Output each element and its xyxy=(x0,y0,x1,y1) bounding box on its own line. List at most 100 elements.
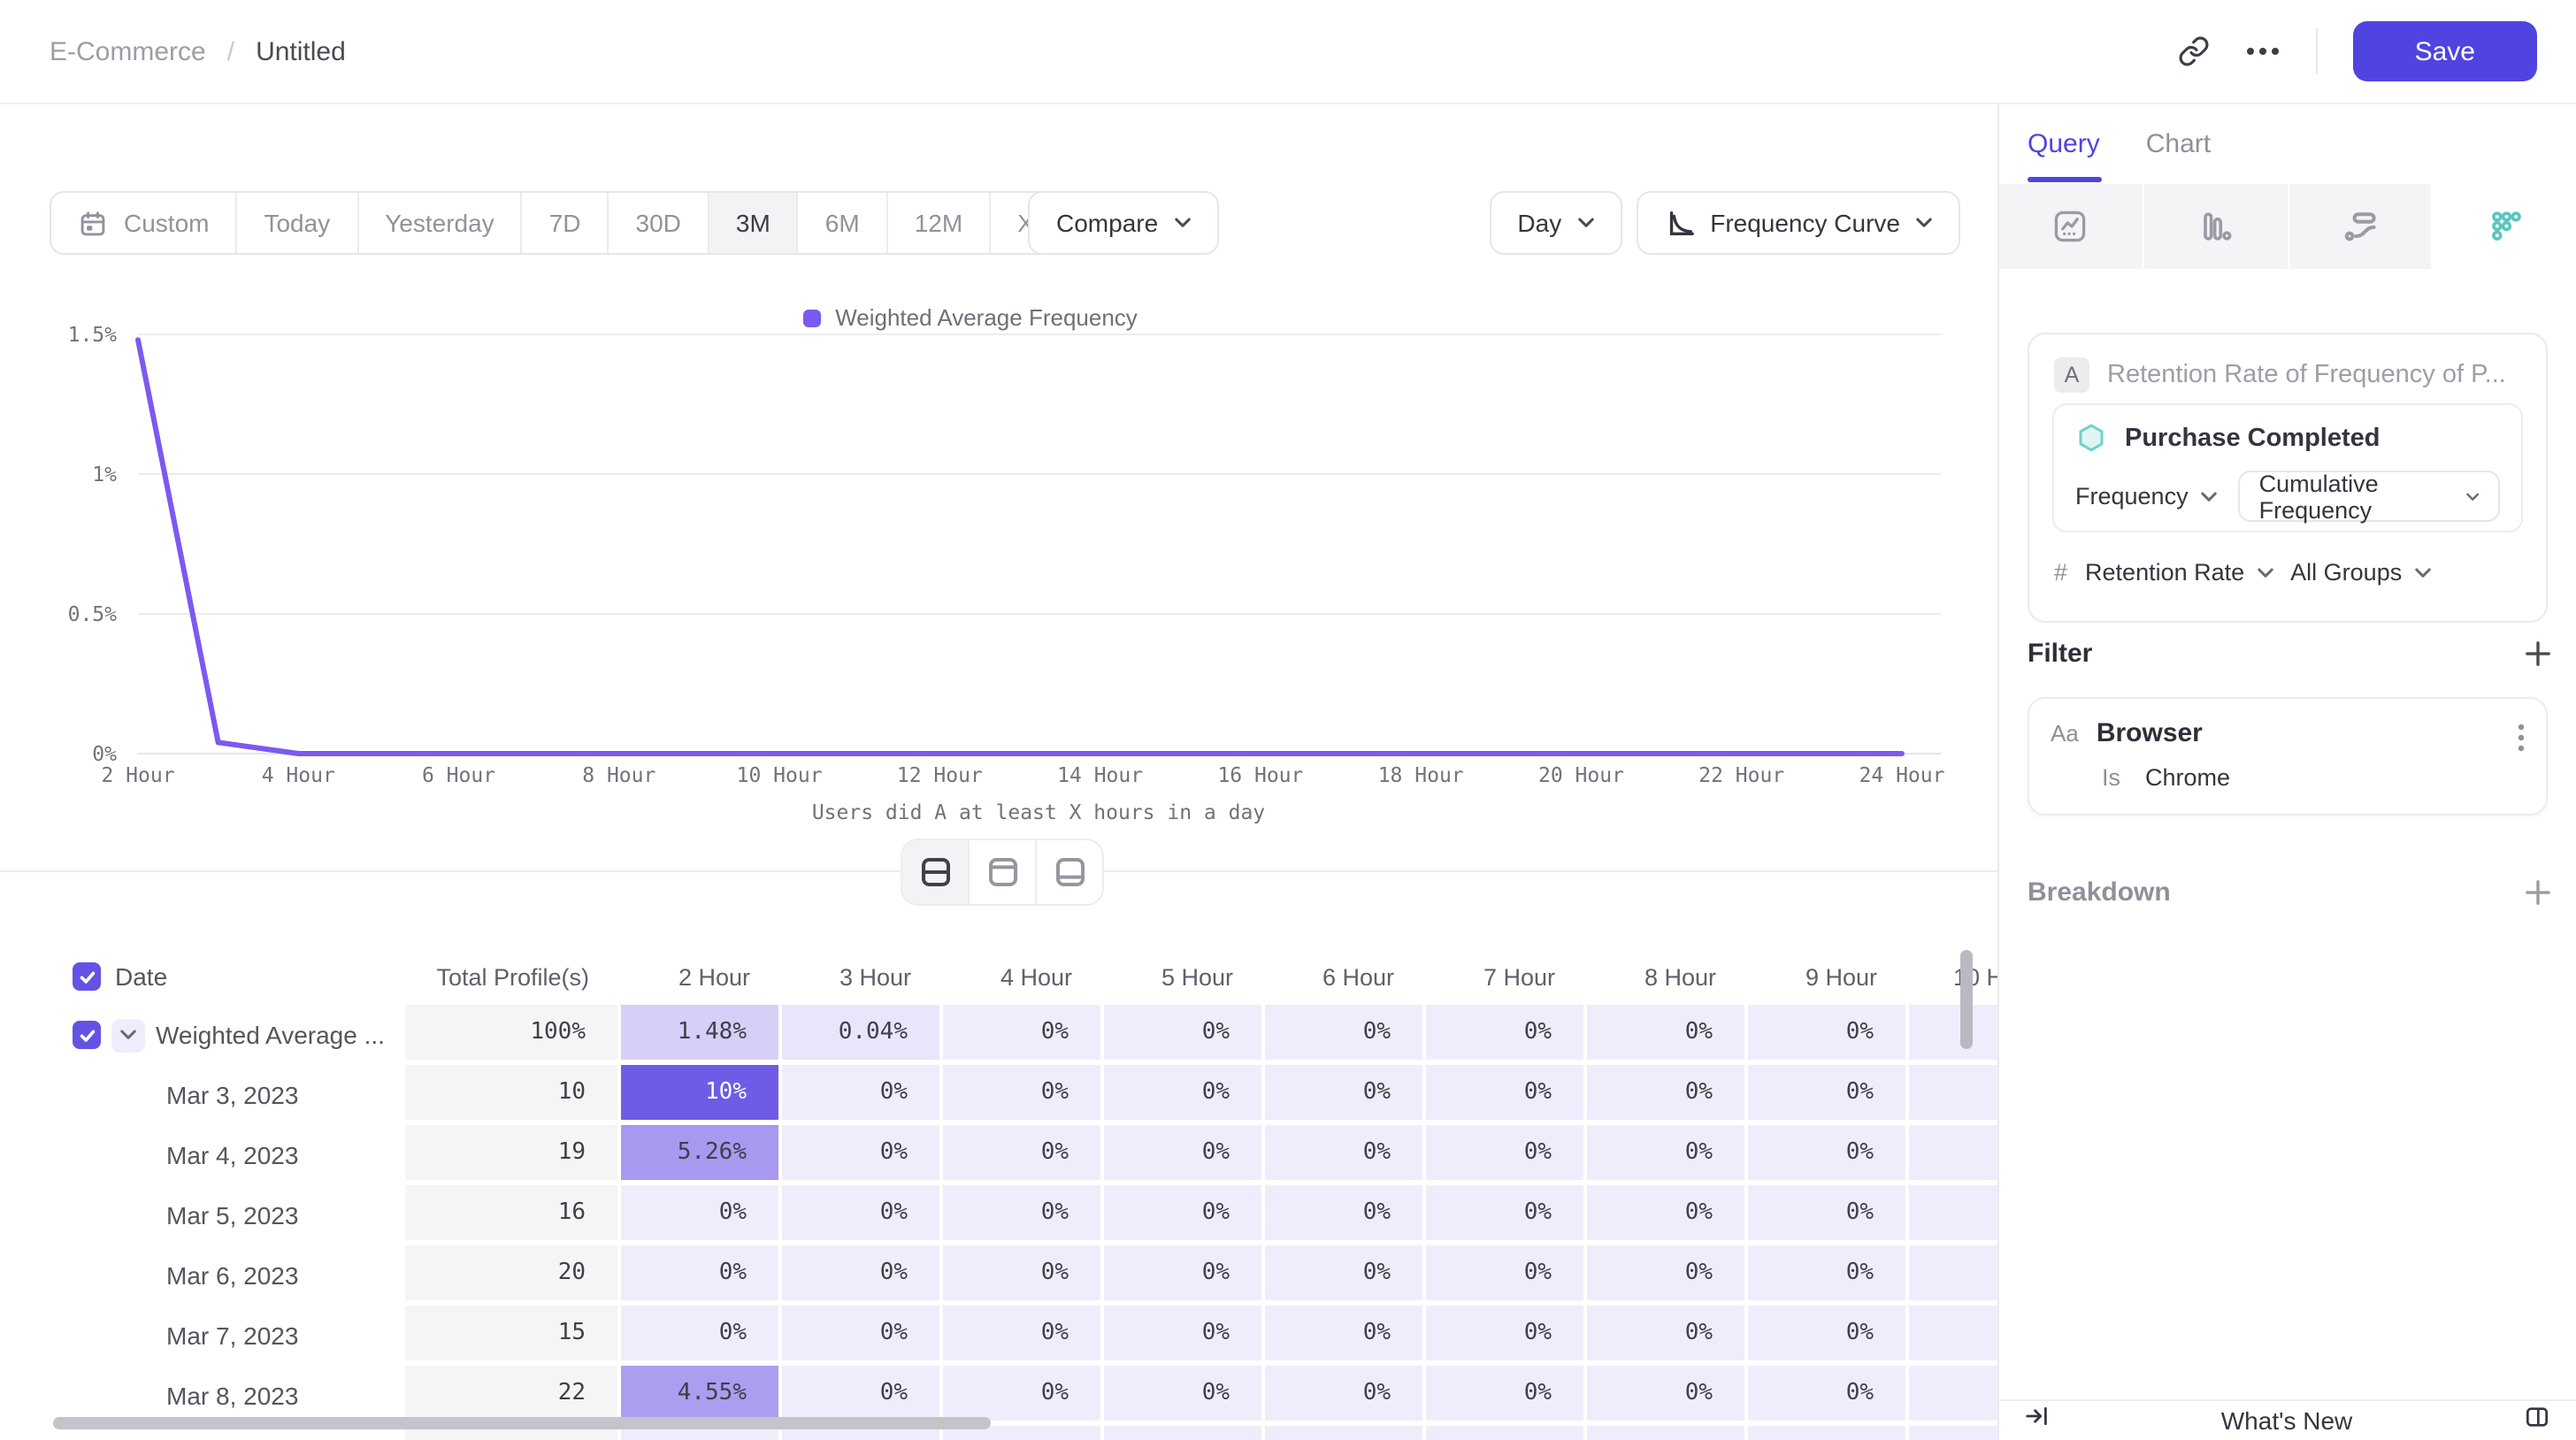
chart-type-button[interactable]: Frequency Curve xyxy=(1636,191,1960,255)
retention-value-cell[interactable]: 0% xyxy=(1426,1366,1587,1421)
retention-value-cell[interactable]: 0% xyxy=(1104,1306,1265,1360)
retention-value-cell[interactable]: 0% xyxy=(1748,1125,1909,1180)
retention-value-cell[interactable] xyxy=(1909,1005,1997,1060)
range-button-custom[interactable]: Custom xyxy=(51,193,238,253)
expand-row-button[interactable] xyxy=(111,1018,145,1052)
retention-value-cell[interactable]: 0% xyxy=(1748,1306,1909,1360)
retention-value-cell[interactable]: 0% xyxy=(782,1245,943,1300)
event-card[interactable]: Purchase Completed Frequency Cumulative … xyxy=(2052,403,2523,532)
retention-value-cell[interactable] xyxy=(1909,1125,1997,1180)
filter-property-name[interactable]: Browser xyxy=(2096,718,2203,748)
tab-chart[interactable]: Chart xyxy=(2145,129,2212,159)
flows-icon[interactable] xyxy=(2288,184,2434,269)
event-name[interactable]: Purchase Completed xyxy=(2125,425,2380,453)
range-button-7d[interactable]: 7D xyxy=(523,193,610,253)
breadcrumb-project[interactable]: E-Commerce xyxy=(50,36,206,66)
retention-value-cell[interactable] xyxy=(1909,1366,1997,1421)
groups-dropdown[interactable]: All Groups xyxy=(2290,559,2430,586)
retention-value-cell[interactable]: 0% xyxy=(1587,1366,1748,1421)
vertical-scrollbar[interactable] xyxy=(1960,950,1973,1049)
retention-value-cell[interactable]: 0% xyxy=(782,1306,943,1360)
retention-value-cell[interactable]: 0% xyxy=(1265,1245,1426,1300)
frequency-dropdown[interactable]: Frequency xyxy=(2075,483,2217,509)
granularity-button[interactable]: Day xyxy=(1489,191,1622,255)
retention-value-cell[interactable]: 1.48% xyxy=(621,1005,782,1060)
checkbox[interactable] xyxy=(73,1021,101,1049)
link-icon[interactable] xyxy=(2178,35,2210,67)
range-button-30d[interactable]: 30D xyxy=(610,193,709,253)
retention-value-cell[interactable]: 0% xyxy=(1748,1366,1909,1421)
retention-value-cell[interactable]: 0% xyxy=(1748,1185,1909,1240)
retention-value-cell[interactable]: 0% xyxy=(1426,1125,1587,1180)
horizontal-scrollbar[interactable] xyxy=(53,1417,991,1429)
retention-value-cell[interactable]: 0% xyxy=(1104,1366,1265,1421)
insights-icon[interactable] xyxy=(1999,184,2144,269)
retention-value-cell[interactable] xyxy=(1104,1426,1265,1440)
retention-value-cell[interactable]: 0% xyxy=(621,1245,782,1300)
retention-value-cell[interactable]: 0% xyxy=(1426,1185,1587,1240)
retention-value-cell[interactable]: 0% xyxy=(1104,1005,1265,1060)
filter-card[interactable]: Aa Browser Is Chrome xyxy=(2028,697,2548,816)
retention-value-cell[interactable] xyxy=(943,1426,1104,1440)
filter-menu-icon[interactable] xyxy=(2518,724,2525,761)
retention-value-cell[interactable]: 0% xyxy=(782,1125,943,1180)
retention-value-cell[interactable]: 0% xyxy=(621,1306,782,1360)
retention-value-cell[interactable]: 0% xyxy=(1265,1306,1426,1360)
filter-value[interactable]: Chrome xyxy=(2145,764,2231,791)
retention-value-cell[interactable] xyxy=(621,1426,782,1440)
retention-value-cell[interactable]: 0% xyxy=(1104,1125,1265,1180)
retention-value-cell[interactable] xyxy=(1909,1065,1997,1120)
retention-value-cell[interactable]: 0% xyxy=(1104,1185,1265,1240)
retention-value-cell[interactable] xyxy=(1909,1245,1997,1300)
retention-value-cell[interactable] xyxy=(1265,1426,1426,1440)
retention-value-cell[interactable] xyxy=(1748,1426,1909,1440)
retention-value-cell[interactable]: 10% xyxy=(621,1065,782,1120)
retention-value-cell[interactable]: 0% xyxy=(1104,1065,1265,1120)
retention-value-cell[interactable]: 0% xyxy=(943,1005,1104,1060)
retention-value-cell[interactable]: 0% xyxy=(621,1185,782,1240)
retention-value-cell[interactable]: 0% xyxy=(943,1185,1104,1240)
retention-value-cell[interactable]: 0% xyxy=(943,1125,1104,1180)
top-panel-icon[interactable] xyxy=(970,840,1037,904)
retention-icon[interactable] xyxy=(2433,184,2576,269)
retention-value-cell[interactable]: 0% xyxy=(1104,1245,1265,1300)
tab-query[interactable]: Query xyxy=(2028,129,2100,159)
retention-value-cell[interactable] xyxy=(1909,1426,1997,1440)
add-breakdown-icon[interactable] xyxy=(2525,879,2551,906)
retention-value-cell[interactable]: 0% xyxy=(1587,1125,1748,1180)
retention-value-cell[interactable] xyxy=(1587,1426,1748,1440)
panel-layout-icon[interactable] xyxy=(2523,1402,2551,1439)
retention-value-cell[interactable]: 0% xyxy=(1587,1245,1748,1300)
range-button-3m[interactable]: 3M xyxy=(709,193,799,253)
filter-operator[interactable]: Is xyxy=(2102,764,2121,791)
compare-button[interactable]: Compare xyxy=(1028,191,1219,255)
bottom-panel-icon[interactable] xyxy=(1037,840,1102,904)
retention-value-cell[interactable]: 0% xyxy=(1748,1245,1909,1300)
retention-value-cell[interactable]: 0% xyxy=(782,1065,943,1120)
retention-value-cell[interactable]: 0% xyxy=(782,1185,943,1240)
retention-value-cell[interactable]: 0% xyxy=(943,1245,1104,1300)
collapse-sidebar-icon[interactable] xyxy=(2024,1403,2051,1438)
range-button-today[interactable]: Today xyxy=(237,193,359,253)
retention-value-cell[interactable]: 0% xyxy=(1426,1306,1587,1360)
retention-value-cell[interactable]: 0% xyxy=(1426,1005,1587,1060)
retention-value-cell[interactable]: 0% xyxy=(1748,1005,1909,1060)
retention-value-cell[interactable]: 0% xyxy=(1587,1065,1748,1120)
split-view-icon[interactable] xyxy=(902,840,970,904)
retention-value-cell[interactable]: 0% xyxy=(1587,1185,1748,1240)
range-button-12m[interactable]: 12M xyxy=(888,193,992,253)
funnels-icon[interactable] xyxy=(2143,184,2288,269)
retention-value-cell[interactable]: 5.26% xyxy=(621,1125,782,1180)
retention-value-cell[interactable]: 0% xyxy=(1426,1065,1587,1120)
frequency-type-dropdown[interactable]: Cumulative Frequency xyxy=(2237,470,2500,523)
retention-value-cell[interactable] xyxy=(782,1426,943,1440)
retention-value-cell[interactable]: 0% xyxy=(943,1306,1104,1360)
retention-value-cell[interactable]: 0% xyxy=(1587,1306,1748,1360)
retention-value-cell[interactable]: 0% xyxy=(1265,1065,1426,1120)
retention-value-cell[interactable]: 0% xyxy=(782,1366,943,1421)
retention-value-cell[interactable]: 4.55% xyxy=(621,1366,782,1421)
retention-value-cell[interactable] xyxy=(1909,1306,1997,1360)
retention-value-cell[interactable]: 0% xyxy=(943,1366,1104,1421)
retention-value-cell[interactable]: 0% xyxy=(1265,1005,1426,1060)
retention-value-cell[interactable]: 0% xyxy=(1265,1366,1426,1421)
